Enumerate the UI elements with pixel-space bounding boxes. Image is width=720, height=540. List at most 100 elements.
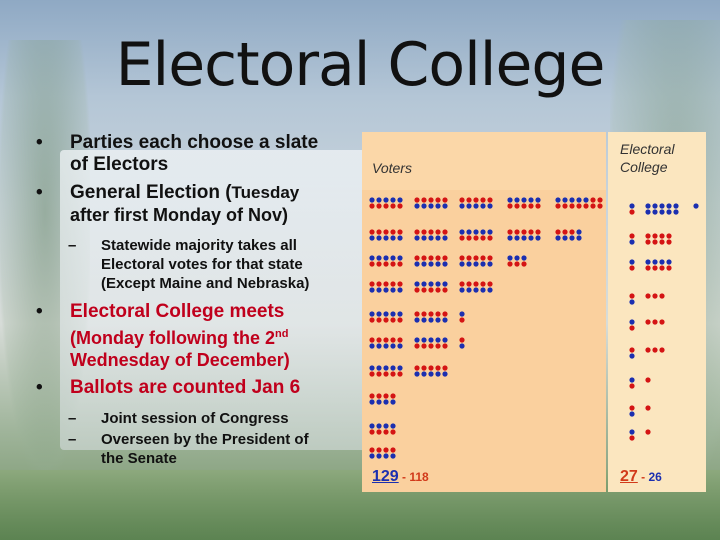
- voter-dot: [383, 255, 389, 261]
- elector-dot: [659, 259, 665, 265]
- voter-dot: [369, 197, 375, 203]
- bullet-text: Electoral College meets: [70, 301, 285, 322]
- elector-dot: [629, 353, 635, 359]
- elector-dot: [629, 429, 635, 435]
- voter-dot: [521, 197, 527, 203]
- voter-dot: [428, 317, 434, 323]
- elector-dot: [645, 209, 651, 215]
- voter-dot: [397, 317, 403, 323]
- dash-glyph: –: [68, 431, 77, 448]
- tally-separator: -: [398, 470, 410, 484]
- voter-dot: [397, 203, 403, 209]
- voter-dot: [583, 197, 589, 203]
- voter-dot: [555, 203, 561, 209]
- voter-dot: [376, 429, 382, 435]
- elector-dot: [645, 347, 651, 353]
- voter-dot: [383, 235, 389, 241]
- elector-dot: [666, 209, 672, 215]
- ec-label-line: College: [620, 159, 668, 175]
- voter-dot: [507, 235, 513, 241]
- voter-dot: [442, 255, 448, 261]
- elector-dot: [629, 325, 635, 331]
- voter-dot: [383, 203, 389, 209]
- elector-dot: [652, 209, 658, 215]
- elector-dot: [659, 209, 665, 215]
- elector-dot: [645, 203, 651, 209]
- elector-dot: [645, 429, 651, 435]
- voter-dot: [466, 287, 472, 293]
- voter-dot: [428, 343, 434, 349]
- voter-dot: [376, 261, 382, 267]
- voter-dot: [376, 235, 382, 241]
- voter-dot: [435, 255, 441, 261]
- voter-dot: [376, 255, 382, 261]
- voter-dot: [435, 317, 441, 323]
- voter-dot: [459, 281, 465, 287]
- voter-dot: [383, 197, 389, 203]
- voter-dot: [376, 423, 382, 429]
- voter-dot: [397, 281, 403, 287]
- voter-dot: [583, 203, 589, 209]
- electoral-college-label: Electoral College: [620, 140, 706, 176]
- electoral-figure: Voters Electoral College 129 - 118 27 - …: [362, 132, 706, 492]
- voter-dot: [369, 203, 375, 209]
- bullet-electoral-college-meets: • Electoral College meets (Monday follow…: [28, 301, 358, 371]
- voter-dot: [466, 197, 472, 203]
- voter-dot: [369, 311, 375, 317]
- voter-dot: [376, 337, 382, 343]
- voter-dot: [383, 287, 389, 293]
- voter-dot: [435, 337, 441, 343]
- voter-dot: [466, 235, 472, 241]
- voter-dot: [383, 281, 389, 287]
- voter-dot: [376, 229, 382, 235]
- voter-dot: [459, 343, 465, 349]
- voter-dot: [421, 287, 427, 293]
- elector-dot: [652, 347, 658, 353]
- voter-dot: [376, 281, 382, 287]
- voter-dot: [435, 235, 441, 241]
- voter-dot: [390, 365, 396, 371]
- voter-dot: [421, 197, 427, 203]
- voter-dot: [507, 255, 513, 261]
- voter-dot: [390, 203, 396, 209]
- voter-dot: [390, 197, 396, 203]
- voter-dot: [383, 229, 389, 235]
- voter-dot: [487, 281, 493, 287]
- voter-dot: [390, 255, 396, 261]
- elector-dot: [629, 383, 635, 389]
- voter-dot: [473, 261, 479, 267]
- voter-dot: [435, 343, 441, 349]
- voter-dot: [369, 371, 375, 377]
- voter-dot: [369, 429, 375, 435]
- voter-dot: [576, 197, 582, 203]
- voter-dot: [428, 287, 434, 293]
- voter-dot: [442, 337, 448, 343]
- voter-dot: [397, 343, 403, 349]
- elector-dot: [629, 299, 635, 305]
- voter-dot: [383, 429, 389, 435]
- elector-dot: [629, 203, 635, 209]
- voter-dot: [390, 235, 396, 241]
- voter-dot: [376, 393, 382, 399]
- elector-dot: [652, 319, 658, 325]
- voter-dot: [376, 399, 382, 405]
- voter-dot: [555, 229, 561, 235]
- slide-title: Electoral College: [115, 30, 606, 100]
- bullet-general-election: • General Election (Tuesday after first …: [28, 182, 358, 226]
- subbullet-text: Joint session of Congress: [101, 410, 289, 427]
- background-white-house: [60, 150, 380, 450]
- voter-dot: [376, 365, 382, 371]
- voter-dot: [376, 203, 382, 209]
- voter-dot: [414, 203, 420, 209]
- voter-dot: [428, 311, 434, 317]
- voters-red-count: 118: [409, 470, 429, 484]
- voter-dot: [442, 197, 448, 203]
- voter-dot: [435, 203, 441, 209]
- subbullet-text: Statewide majority takes all: [101, 237, 297, 254]
- bullet-text-part: (Monday following the 2: [70, 328, 275, 348]
- dot-grid: [369, 197, 699, 459]
- voter-dot: [569, 235, 575, 241]
- elector-dot: [645, 259, 651, 265]
- voter-dot: [521, 229, 527, 235]
- elector-dot: [652, 293, 658, 299]
